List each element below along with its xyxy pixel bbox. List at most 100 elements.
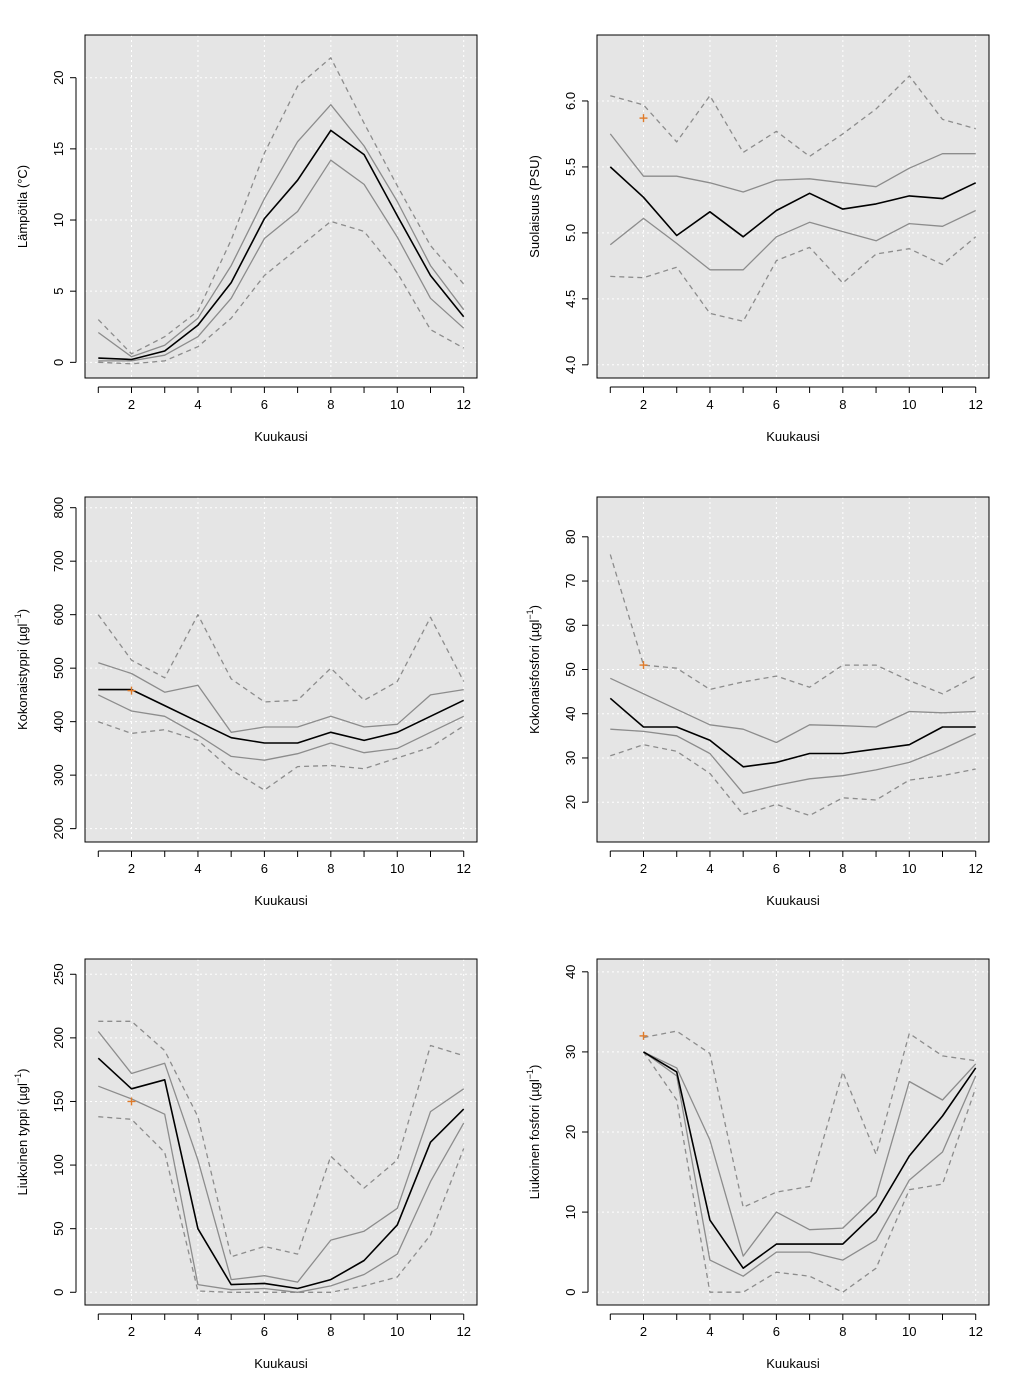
x-tick-label: 12 xyxy=(456,1324,470,1339)
series-line-upper-extreme xyxy=(98,1020,464,1258)
x-tick-label: 12 xyxy=(968,1324,982,1339)
series-line-lower-quartile xyxy=(98,694,464,761)
series-line-lower-extreme xyxy=(98,1116,465,1293)
y-tick-label: 80 xyxy=(563,530,578,544)
chart-panel-5: 2 4 6 8 10 12 Kuukausi 0 50 100 150 200 250 Liukoinen… xyxy=(13,958,478,1371)
y-tick-label: 400 xyxy=(51,711,66,733)
series-line-lower-quartile xyxy=(98,159,465,362)
observation-marker xyxy=(127,1097,136,1106)
plot-area xyxy=(85,497,477,842)
y-tick-label: 50 xyxy=(51,1221,66,1235)
series-line-lower-extreme xyxy=(610,236,977,322)
y-tick-label: 0 xyxy=(51,1289,66,1296)
y-tick-label: 20 xyxy=(51,70,66,84)
y-tick-label: 6.0 xyxy=(563,92,578,110)
y-tick-label: 5.0 xyxy=(563,224,578,242)
x-tick-label: 8 xyxy=(327,1324,334,1339)
x-axis-label: Kuukausi xyxy=(766,1356,820,1371)
x-tick-label: 10 xyxy=(390,397,404,412)
y-tick-label: 10 xyxy=(51,213,66,227)
y-axis-label: Suolaisuus (PSU) xyxy=(527,155,542,258)
chart-panel-6: 2 4 6 8 10 12 Kuukausi 0 10 20 30 40 Liukoinen fosfo… xyxy=(525,958,990,1371)
y-tick-label: 40 xyxy=(563,706,578,720)
series-line-upper-extreme xyxy=(609,554,977,695)
y-tick-label: 40 xyxy=(563,965,578,979)
y-tick-label: 700 xyxy=(51,550,66,572)
plot-frame xyxy=(596,496,990,843)
series-line-upper-quartile xyxy=(643,1051,977,1257)
plot-frame xyxy=(84,34,478,379)
y-tick-label: 4.5 xyxy=(563,290,578,308)
plot-frame xyxy=(84,958,478,1306)
x-tick-label: 12 xyxy=(968,861,982,876)
series-line-lower-quartile xyxy=(98,1085,465,1293)
x-tick-label: 2 xyxy=(128,861,135,876)
x-tick-label: 4 xyxy=(194,1324,201,1339)
x-tick-label: 8 xyxy=(839,397,846,412)
x-tick-label: 10 xyxy=(902,861,916,876)
y-axis-label-end: ) xyxy=(527,1065,542,1069)
y-tick-label: 30 xyxy=(563,751,578,765)
x-axis-label: Kuukausi xyxy=(766,429,820,444)
y-axis-label: Lämpötila (°C) xyxy=(15,165,30,248)
y-tick-label: 200 xyxy=(51,1027,66,1049)
x-tick-label: 2 xyxy=(128,397,135,412)
x-tick-label: 12 xyxy=(456,397,470,412)
y-tick-label: 10 xyxy=(563,1205,578,1219)
series-line-upper-quartile xyxy=(98,662,464,733)
series-line-lower-extreme xyxy=(642,1051,977,1293)
x-tick-label: 4 xyxy=(706,861,713,876)
x-tick-label: 8 xyxy=(327,397,334,412)
x-axis-label: Kuukausi xyxy=(254,429,308,444)
x-tick-label: 12 xyxy=(968,397,982,412)
observation-marker xyxy=(639,114,648,123)
x-tick-label: 4 xyxy=(706,1324,713,1339)
x-tick-label: 2 xyxy=(640,861,647,876)
series-line-lower-quartile xyxy=(609,209,976,271)
x-tick-label: 6 xyxy=(261,861,268,876)
series-line-median xyxy=(97,1057,465,1290)
series-line-upper-extreme xyxy=(97,614,465,703)
plot-frame xyxy=(84,496,478,843)
y-tick-label: 0 xyxy=(563,1289,578,1296)
series-line-upper-quartile xyxy=(97,1031,465,1283)
x-tick-label: 6 xyxy=(261,1324,268,1339)
y-axis-label-superscript: −1 xyxy=(13,613,23,623)
chart-panel-1: 2 4 6 8 10 12 Kuukausi 0 5 10 15 20 Lämpötila (°C) xyxy=(15,34,478,444)
x-tick-label: 4 xyxy=(194,861,201,876)
x-tick-label: 2 xyxy=(640,1324,647,1339)
x-tick-label: 10 xyxy=(390,1324,404,1339)
series-line-upper-extreme xyxy=(97,57,465,355)
y-tick-label: 20 xyxy=(563,795,578,809)
x-tick-label: 10 xyxy=(902,1324,916,1339)
series-line-lower-extreme xyxy=(98,721,465,791)
y-axis-label-end: ) xyxy=(527,605,542,609)
plot-frame xyxy=(596,34,990,379)
x-axis-label: Kuukausi xyxy=(254,893,308,908)
y-tick-label: 60 xyxy=(563,618,578,632)
x-tick-label: 4 xyxy=(706,397,713,412)
y-axis-label-superscript: −1 xyxy=(525,1069,535,1079)
y-tick-label: 300 xyxy=(51,764,66,786)
series-line-median xyxy=(643,1051,977,1269)
y-axis-label-text: Kokonaistyppi (µgl xyxy=(15,623,30,730)
x-axis-label: Kuukausi xyxy=(254,1356,308,1371)
y-axis-label-text: Suolaisuus (PSU) xyxy=(527,155,542,258)
y-axis-label-superscript: −1 xyxy=(525,609,535,619)
x-tick-label: 6 xyxy=(773,861,780,876)
series-line-upper-extreme xyxy=(610,75,976,158)
y-axis-label-end: ) xyxy=(15,1069,30,1073)
observation-marker xyxy=(127,686,136,695)
y-axis-label: Liukoinen fosfori (µgl−1) xyxy=(525,1065,542,1200)
y-axis-label-text: Liukoinen fosfori (µgl xyxy=(527,1079,542,1199)
y-axis-label-text: Lämpötila (°C) xyxy=(15,165,30,248)
y-tick-label: 20 xyxy=(563,1125,578,1139)
y-axis-label-text: Liukoinen typpi (µgl xyxy=(15,1083,30,1195)
y-tick-label: 0 xyxy=(51,359,66,366)
y-tick-label: 50 xyxy=(563,662,578,676)
series-line-upper-quartile xyxy=(97,104,465,358)
x-tick-label: 10 xyxy=(902,397,916,412)
y-tick-label: 4.0 xyxy=(563,356,578,374)
series-line-upper-quartile xyxy=(610,677,976,744)
